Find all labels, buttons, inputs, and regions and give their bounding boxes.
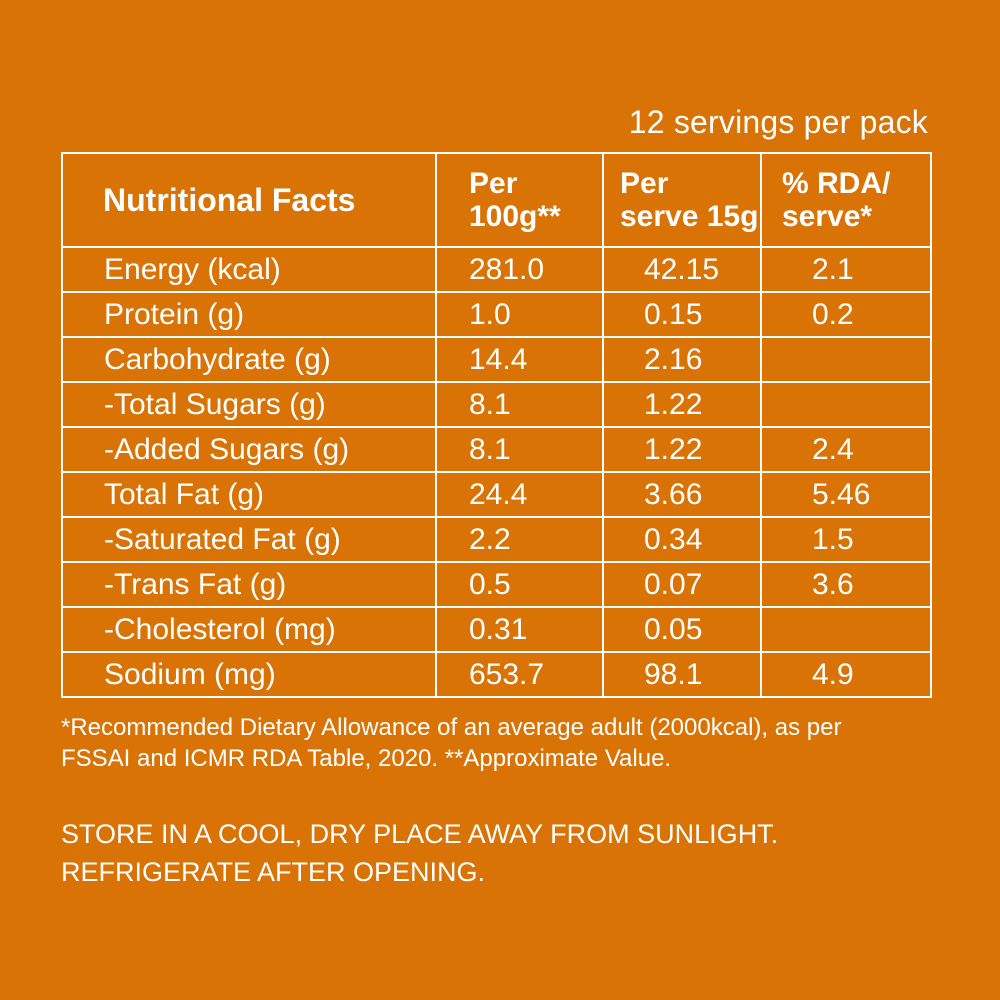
value-rda bbox=[760, 336, 932, 383]
rda-footnote: *Recommended Dietary Allowance of an ave… bbox=[61, 712, 941, 774]
header-per-serve: Per serve 15g bbox=[602, 152, 762, 248]
nutrient-name: -Saturated Fat (g) bbox=[61, 516, 437, 563]
header-title: Nutritional Facts bbox=[61, 152, 437, 248]
value-per-100g: 0.31 bbox=[435, 606, 604, 653]
table-row: Sodium (mg) 653.7 98.1 4.9 bbox=[61, 651, 932, 698]
value-per-100g: 1.0 bbox=[435, 291, 604, 338]
table-row: -Total Sugars (g) 8.1 1.22 bbox=[61, 381, 932, 428]
value-per-serve: 0.07 bbox=[602, 561, 762, 608]
table-row: -Added Sugars (g) 8.1 1.22 2.4 bbox=[61, 426, 932, 473]
value-per-serve: 1.22 bbox=[602, 426, 762, 473]
value-per-serve: 3.66 bbox=[602, 471, 762, 518]
nutrient-name: -Added Sugars (g) bbox=[61, 426, 437, 473]
storage-line-1: STORE IN A COOL, DRY PLACE AWAY FROM SUN… bbox=[61, 819, 779, 849]
nutrient-name: Protein (g) bbox=[61, 291, 437, 338]
value-per-100g: 2.2 bbox=[435, 516, 604, 563]
value-per-serve: 0.05 bbox=[602, 606, 762, 653]
header-rda-line1: % RDA/ bbox=[782, 167, 891, 200]
header-per-100g-line1: Per bbox=[469, 167, 518, 200]
storage-line-2: REFRIGERATE AFTER OPENING. bbox=[61, 857, 486, 887]
value-per-serve: 1.22 bbox=[602, 381, 762, 428]
value-per-100g: 8.1 bbox=[435, 426, 604, 473]
value-per-100g: 653.7 bbox=[435, 651, 604, 698]
value-per-serve: 98.1 bbox=[602, 651, 762, 698]
table-row: Energy (kcal) 281.0 42.15 2.1 bbox=[61, 246, 932, 293]
header-rda: % RDA/ serve* bbox=[760, 152, 932, 248]
value-rda: 0.2 bbox=[760, 291, 932, 338]
nutrient-name: -Cholesterol (mg) bbox=[61, 606, 437, 653]
value-per-serve: 0.15 bbox=[602, 291, 762, 338]
footnote-line-1: *Recommended Dietary Allowance of an ave… bbox=[61, 714, 842, 741]
value-per-100g: 281.0 bbox=[435, 246, 604, 293]
storage-instructions: STORE IN A COOL, DRY PLACE AWAY FROM SUN… bbox=[61, 815, 961, 891]
header-per-serve-line2: serve 15g bbox=[620, 200, 759, 233]
nutrient-name: -Total Sugars (g) bbox=[61, 381, 437, 428]
value-per-serve: 2.16 bbox=[602, 336, 762, 383]
table-row: -Trans Fat (g) 0.5 0.07 3.6 bbox=[61, 561, 932, 608]
table-row: Protein (g) 1.0 0.15 0.2 bbox=[61, 291, 932, 338]
table-row: -Saturated Fat (g) 2.2 0.34 1.5 bbox=[61, 516, 932, 563]
servings-per-pack: 12 servings per pack bbox=[628, 104, 928, 140]
value-rda: 3.6 bbox=[760, 561, 932, 608]
table-header-row: Nutritional Facts Per 100g** Per serve 1… bbox=[61, 152, 932, 248]
value-per-100g: 14.4 bbox=[435, 336, 604, 383]
value-rda: 1.5 bbox=[760, 516, 932, 563]
table-row: -Cholesterol (mg) 0.31 0.05 bbox=[61, 606, 932, 653]
value-rda bbox=[760, 381, 932, 428]
nutrition-facts-table: Nutritional Facts Per 100g** Per serve 1… bbox=[61, 152, 932, 698]
header-per-100g-line2: 100g** bbox=[469, 200, 561, 233]
value-rda: 4.9 bbox=[760, 651, 932, 698]
nutrient-name: -Trans Fat (g) bbox=[61, 561, 437, 608]
value-per-serve: 42.15 bbox=[602, 246, 762, 293]
value-per-100g: 0.5 bbox=[435, 561, 604, 608]
value-per-100g: 8.1 bbox=[435, 381, 604, 428]
header-per-100g: Per 100g** bbox=[435, 152, 604, 248]
value-per-100g: 24.4 bbox=[435, 471, 604, 518]
nutrient-name: Energy (kcal) bbox=[61, 246, 437, 293]
value-rda bbox=[760, 606, 932, 653]
value-per-serve: 0.34 bbox=[602, 516, 762, 563]
value-rda: 2.4 bbox=[760, 426, 932, 473]
header-rda-line2: serve* bbox=[782, 200, 873, 233]
nutrient-name: Carbohydrate (g) bbox=[61, 336, 437, 383]
table-row: Carbohydrate (g) 14.4 2.16 bbox=[61, 336, 932, 383]
nutrient-name: Sodium (mg) bbox=[61, 651, 437, 698]
value-rda: 2.1 bbox=[760, 246, 932, 293]
nutrient-name: Total Fat (g) bbox=[61, 471, 437, 518]
table-row: Total Fat (g) 24.4 3.66 5.46 bbox=[61, 471, 932, 518]
value-rda: 5.46 bbox=[760, 471, 932, 518]
footnote-line-2: FSSAI and ICMR RDA Table, 2020. **Approx… bbox=[61, 745, 672, 772]
header-per-serve-line1: Per bbox=[620, 167, 669, 200]
